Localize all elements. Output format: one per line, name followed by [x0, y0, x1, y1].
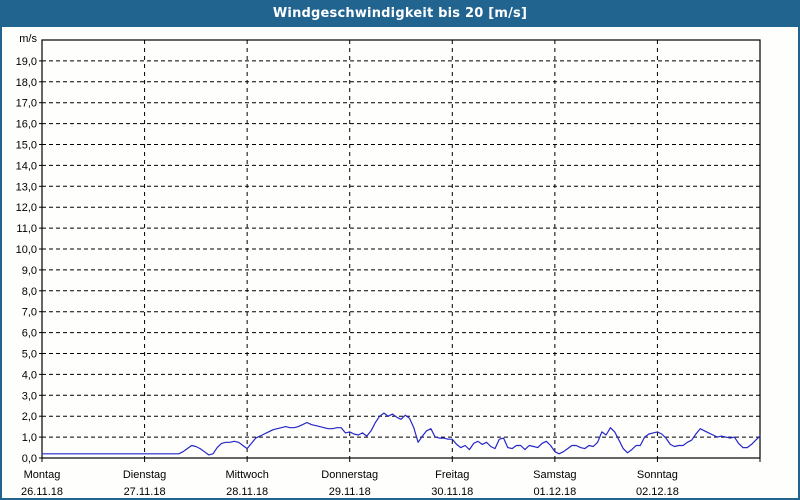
y-axis-tick-label: 17,0	[16, 98, 37, 110]
y-axis-tick-label: 15,0	[16, 140, 37, 152]
y-axis-tick-label: 14,0	[16, 160, 37, 172]
chart-title: Windgeschwindigkeit bis 20 [m/s]	[272, 6, 528, 21]
y-axis-tick-label: 1,0	[22, 432, 37, 444]
plot-frame	[41, 39, 761, 459]
y-axis-unit-label: m/s	[19, 33, 37, 45]
wind-chart-svg: 0,0 1,0 2,0 3,0 4,0 5,0 6,0 7,0 8,0 9,0 10,0 11,0 12…	[16, 33, 761, 498]
x-axis-day-label: Mittwoch	[225, 469, 268, 481]
y-axis-tick-label: 6,0	[22, 328, 37, 340]
y-axis-tick-label: 9,0	[22, 265, 37, 277]
y-axis-tick-label: 13,0	[16, 181, 37, 193]
chart-panel: 0,0 1,0 2,0 3,0 4,0 5,0 6,0 7,0 8,0 9,0 10,0 11,0 12…	[2, 27, 798, 498]
x-axis-day-label: Donnerstag	[321, 469, 378, 481]
x-axis-date-label: 30.11.18	[431, 486, 473, 498]
y-axis-tick-label: 5,0	[22, 349, 37, 361]
y-axis-tick-label: 10,0	[16, 244, 37, 256]
x-axis-day-label: Montag	[24, 469, 61, 481]
x-axis-day-label: Dienstag	[123, 469, 166, 481]
x-axis-date-label: 27.11.18	[124, 486, 166, 498]
y-axis-tick-label: 7,0	[22, 307, 37, 319]
wind-speed-line	[41, 412, 761, 456]
chart-title-bar: Windgeschwindigkeit bis 20 [m/s]	[0, 0, 800, 27]
y-axis-tick-label: 4,0	[22, 369, 37, 381]
y-axis-tick-label: 0,0	[22, 453, 37, 465]
y-axis-tick-label: 19,0	[16, 56, 37, 68]
y-axis-tick-label: 8,0	[22, 286, 37, 298]
x-axis-day-label: Samstag	[533, 469, 576, 481]
x-axis-date-label: 01.12.18	[533, 486, 576, 498]
y-axis-tick-label: 12,0	[16, 202, 37, 214]
x-axis-day-label: Sonntag	[637, 469, 678, 481]
y-axis-tick-label: 18,0	[16, 77, 37, 89]
x-axis-date-label: 29.11.18	[329, 486, 371, 498]
y-axis-tick-label: 2,0	[22, 411, 37, 423]
x-axis-date-label: 26.11.18	[21, 486, 63, 498]
y-axis-tick-label: 11,0	[16, 223, 37, 235]
x-axis-day-label: Freitag	[435, 469, 469, 481]
x-axis-date-label: 02.12.18	[636, 486, 679, 498]
y-axis-tick-label: 3,0	[22, 390, 37, 402]
x-axis-date-label: 28.11.18	[226, 486, 268, 498]
y-axis-tick-label: 16,0	[16, 119, 37, 131]
